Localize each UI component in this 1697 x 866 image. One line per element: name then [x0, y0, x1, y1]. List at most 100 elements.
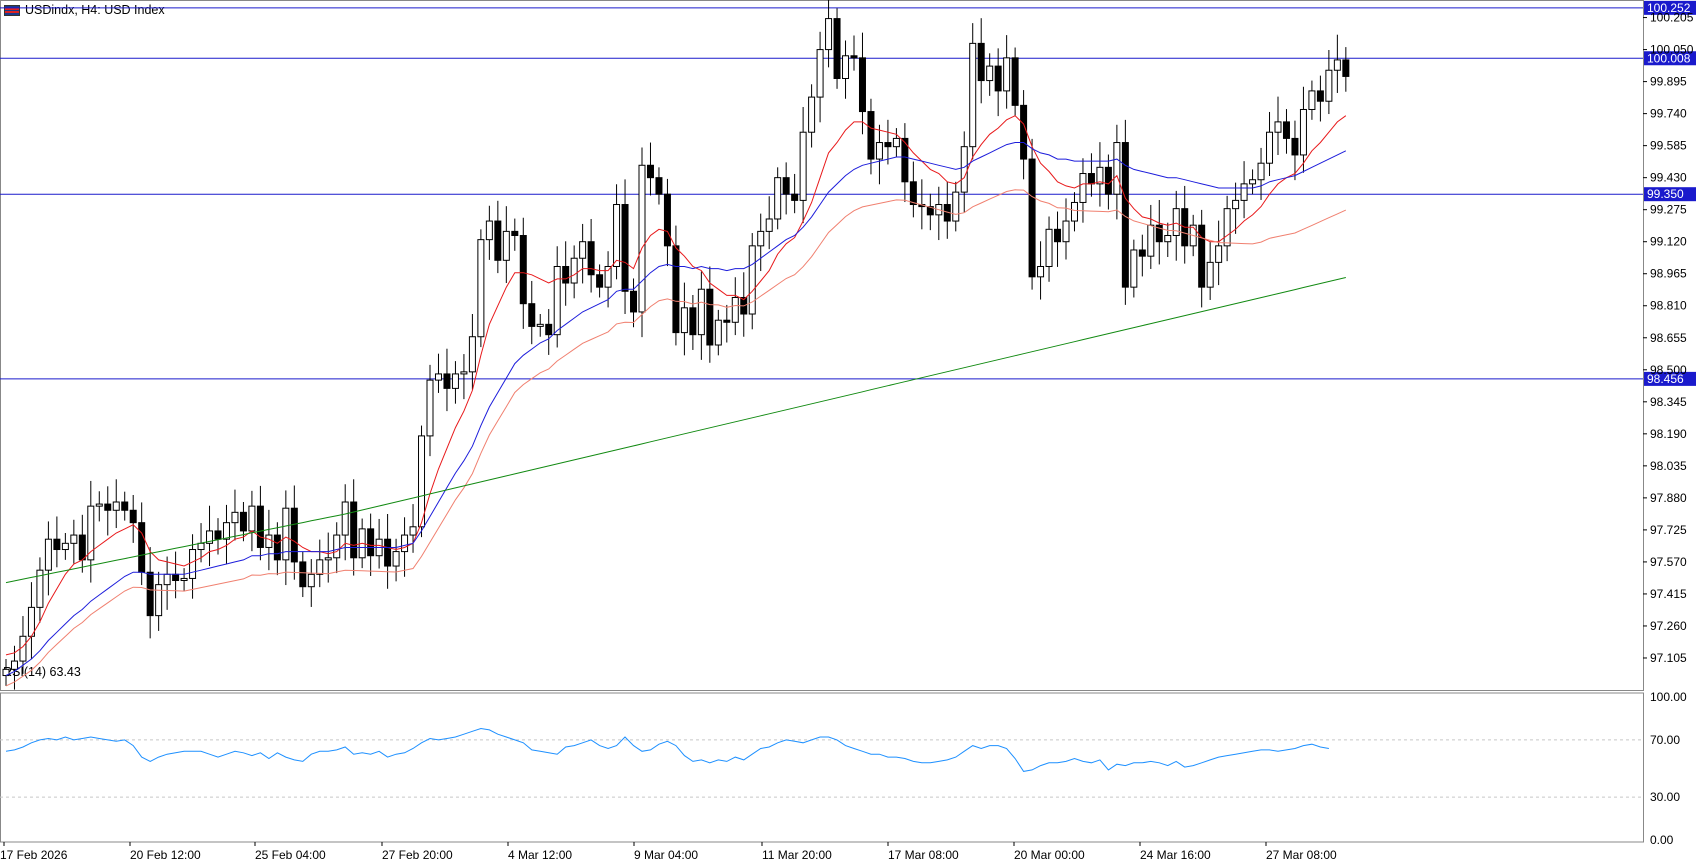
- candle-body: [231, 511, 239, 524]
- x-tick-label: 25 Feb 04:00: [255, 848, 326, 862]
- level-badge: [1644, 51, 1696, 66]
- candle-body: [1011, 57, 1019, 106]
- candle-body: [95, 503, 103, 507]
- candle: [655, 167, 663, 205]
- candle-body: [222, 522, 230, 540]
- candle: [485, 205, 493, 260]
- candle: [460, 354, 468, 400]
- candle: [765, 196, 773, 250]
- candle-body: [536, 323, 544, 327]
- candle: [1282, 109, 1290, 154]
- candle: [155, 571, 163, 631]
- x-tick-label: 20 Feb 12:00: [130, 848, 201, 862]
- rsi-line: [5, 727, 1329, 772]
- candle-body: [1215, 245, 1223, 263]
- candle-body: [1249, 179, 1257, 185]
- candle-body: [53, 538, 61, 551]
- candle: [630, 278, 638, 328]
- candle-body: [528, 303, 536, 327]
- rsi-level-label: 0.00: [1650, 833, 1674, 847]
- price-axis[interactable]: 100.205 100.050 99.895 99.740 99.585 99.430 99…: [1643, 11, 1694, 665]
- candle: [562, 241, 570, 306]
- candle: [1308, 80, 1316, 120]
- candle: [307, 559, 315, 607]
- candle: [528, 280, 536, 345]
- y-tick-label: 98.810: [1650, 299, 1687, 313]
- chart-frame: [0, 0, 1644, 843]
- candle-body: [341, 501, 349, 536]
- candle-body: [460, 371, 468, 375]
- y-tick-label: 99.275: [1650, 203, 1687, 217]
- candle: [791, 173, 799, 214]
- candle-body: [104, 503, 112, 511]
- candle-body: [1003, 57, 1011, 92]
- candle-body: [1240, 183, 1248, 201]
- candle: [1028, 138, 1036, 290]
- candle-body: [926, 206, 934, 216]
- candle-body: [816, 49, 824, 98]
- candle-body: [1104, 166, 1112, 195]
- us-flag-icon: [4, 4, 20, 16]
- candle-body: [791, 193, 799, 201]
- candle: [833, 8, 841, 89]
- x-tick-label: 17 Feb 2026: [0, 848, 68, 862]
- candle: [757, 213, 765, 272]
- candle-body: [774, 177, 782, 220]
- candle-body: [273, 534, 281, 561]
- candle-body: [1325, 69, 1333, 102]
- candle-body: [621, 204, 629, 292]
- candle: [774, 167, 782, 230]
- candle: [723, 304, 731, 343]
- moving-averages: [5, 115, 1347, 687]
- candle: [808, 84, 816, 148]
- candle: [587, 218, 595, 293]
- candle-body: [723, 319, 731, 323]
- candle: [545, 309, 553, 355]
- candle-body: [443, 373, 451, 389]
- y-tick-label: 97.260: [1650, 619, 1687, 633]
- candle: [121, 491, 129, 521]
- candle: [1181, 185, 1189, 264]
- candle-body: [1087, 173, 1095, 185]
- y-tick-label: 98.655: [1650, 331, 1687, 345]
- x-tick-label: 17 Mar 08:00: [888, 848, 959, 862]
- rsi-frame: [0, 692, 1644, 843]
- candle: [273, 522, 281, 576]
- y-tick-label: 100.050: [1650, 43, 1694, 57]
- candle: [1198, 209, 1206, 308]
- candle-body: [485, 220, 493, 241]
- candle: [663, 178, 671, 267]
- candle-body: [316, 559, 324, 575]
- candle-body: [418, 435, 426, 528]
- level-label: 99.350: [1647, 187, 1684, 201]
- candle-body: [604, 265, 612, 288]
- candle: [867, 98, 875, 175]
- candle: [333, 522, 341, 574]
- candle: [1223, 195, 1231, 262]
- candle-body: [825, 18, 833, 51]
- candle: [180, 568, 188, 591]
- candle: [536, 314, 544, 337]
- candle-body: [875, 142, 883, 160]
- candle: [1121, 119, 1129, 305]
- candle: [451, 361, 459, 404]
- candle: [341, 484, 349, 561]
- candle: [477, 229, 485, 348]
- x-tick-label: 27 Mar 08:00: [1266, 848, 1337, 862]
- candle-body: [1266, 131, 1274, 164]
- candle-body: [206, 530, 214, 544]
- level-badge: [1644, 371, 1696, 386]
- candle-body: [172, 573, 180, 582]
- candle: [1257, 147, 1265, 200]
- candle-body: [324, 557, 332, 561]
- candle-body: [1037, 265, 1045, 278]
- ma-fast-line: [5, 115, 1347, 656]
- candle-body: [748, 245, 756, 315]
- candle-body: [630, 290, 638, 313]
- time-axis[interactable]: 17 Feb 2026 20 Feb 12:00 25 Feb 04:00 27 Fe…: [0, 842, 1337, 862]
- candle-body: [451, 373, 459, 389]
- candle: [1274, 96, 1282, 155]
- candle-body: [384, 538, 392, 567]
- candle: [248, 490, 256, 552]
